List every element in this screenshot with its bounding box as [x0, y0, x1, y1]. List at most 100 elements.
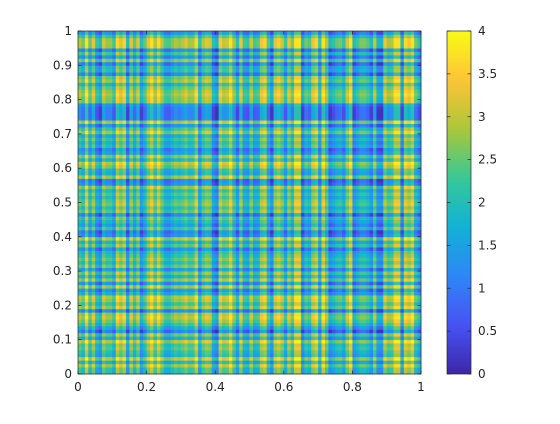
heatmap-cell — [276, 339, 281, 344]
heatmap-cell — [417, 233, 422, 238]
heatmap-cell — [132, 349, 137, 354]
heatmap-cell — [225, 243, 230, 248]
heatmap-cell — [170, 332, 175, 337]
heatmap-cell — [167, 367, 171, 371]
heatmap-cell — [184, 216, 189, 220]
heatmap-cell — [417, 226, 422, 231]
heatmap-cell — [163, 367, 168, 371]
heatmap-cell — [393, 284, 398, 289]
heatmap-cell — [105, 301, 110, 306]
heatmap-cell — [191, 219, 195, 224]
heatmap-cell — [105, 202, 110, 207]
heatmap-cell — [355, 319, 360, 323]
heatmap-cell — [98, 288, 103, 293]
heatmap-cell — [300, 360, 305, 365]
heatmap-cell — [304, 271, 309, 275]
heatmap-cell — [184, 325, 189, 330]
heatmap-cell — [263, 360, 267, 365]
heatmap-cell — [342, 229, 346, 234]
heatmap-cell — [102, 250, 106, 255]
heatmap-cell — [290, 233, 295, 238]
heatmap-cell — [139, 219, 144, 224]
heatmap-cell — [98, 308, 103, 313]
heatmap-cell — [174, 291, 178, 296]
heatmap-cell — [160, 267, 165, 272]
heatmap-cell — [410, 332, 415, 337]
heatmap-cell — [153, 322, 158, 327]
heatmap-cell — [259, 336, 264, 341]
heatmap-cell — [156, 257, 161, 262]
heatmap-cell — [225, 332, 230, 337]
heatmap-cell — [259, 219, 264, 224]
heatmap-cell — [235, 322, 240, 327]
heatmap-cell — [270, 247, 274, 251]
heatmap-cell — [139, 329, 144, 334]
heatmap-cell — [228, 264, 233, 269]
heatmap-cell — [184, 243, 189, 248]
heatmap-cell — [78, 305, 82, 310]
heatmap-cell — [410, 205, 415, 210]
heatmap-cell — [84, 223, 89, 227]
heatmap-cell — [263, 271, 267, 275]
heatmap-cell — [396, 281, 401, 286]
heatmap-cell — [239, 301, 243, 306]
heatmap-cell — [180, 325, 185, 330]
heatmap-cell — [153, 308, 158, 313]
heatmap-cell — [355, 339, 360, 344]
heatmap-cell — [403, 356, 408, 361]
heatmap-cell — [163, 322, 168, 327]
heatmap-cell — [256, 209, 261, 214]
heatmap-cell — [153, 339, 158, 344]
heatmap-cell — [88, 274, 93, 279]
heatmap-cell — [153, 277, 158, 282]
heatmap-cell — [403, 339, 408, 344]
heatmap-cell — [115, 260, 120, 265]
heatmap-cell — [376, 339, 381, 344]
heatmap-cell — [163, 288, 168, 293]
heatmap-cell — [369, 284, 374, 289]
heatmap-cell — [105, 253, 110, 258]
heatmap-cell — [184, 271, 189, 275]
heatmap-cell — [400, 219, 405, 224]
heatmap-cell — [376, 250, 381, 255]
heatmap-cell — [136, 349, 141, 354]
heatmap-cell — [215, 229, 219, 234]
heatmap-cell — [136, 319, 141, 323]
heatmap-cell — [249, 281, 254, 286]
heatmap-cell — [235, 274, 240, 279]
heatmap-cell — [287, 370, 292, 375]
heatmap-cell — [331, 329, 336, 334]
heatmap-cell — [318, 202, 322, 207]
heatmap-cell — [201, 325, 206, 330]
heatmap-cell — [280, 243, 285, 248]
heatmap-cell — [208, 271, 213, 275]
heatmap-cell — [396, 349, 401, 354]
heatmap-cell — [153, 291, 158, 296]
heatmap-cell — [321, 260, 326, 265]
heatmap-cell — [198, 291, 202, 296]
heatmap-cell — [235, 247, 240, 251]
heatmap-cell — [139, 370, 144, 375]
heatmap-cell — [273, 336, 278, 341]
heatmap-cell — [108, 319, 113, 323]
heatmap-cell — [352, 295, 357, 299]
heatmap-cell — [204, 219, 209, 224]
heatmap-cell — [98, 216, 103, 220]
heatmap-cell — [215, 349, 219, 354]
heatmap-cell — [414, 212, 418, 217]
heatmap-cell — [249, 319, 254, 323]
heatmap-cell — [348, 250, 353, 255]
heatmap-cell — [407, 281, 412, 286]
heatmap-cell — [225, 236, 230, 241]
heatmap-cell — [383, 363, 388, 368]
heatmap-cell — [167, 322, 171, 327]
heatmap-cell — [324, 295, 329, 299]
heatmap-cell — [228, 353, 233, 358]
heatmap-cell — [122, 260, 127, 265]
heatmap-cell — [222, 216, 226, 220]
heatmap-cell — [321, 305, 326, 310]
heatmap-cell — [263, 367, 267, 371]
heatmap-cell — [84, 353, 89, 358]
heatmap-cell — [331, 301, 336, 306]
heatmap-cell — [191, 233, 195, 238]
